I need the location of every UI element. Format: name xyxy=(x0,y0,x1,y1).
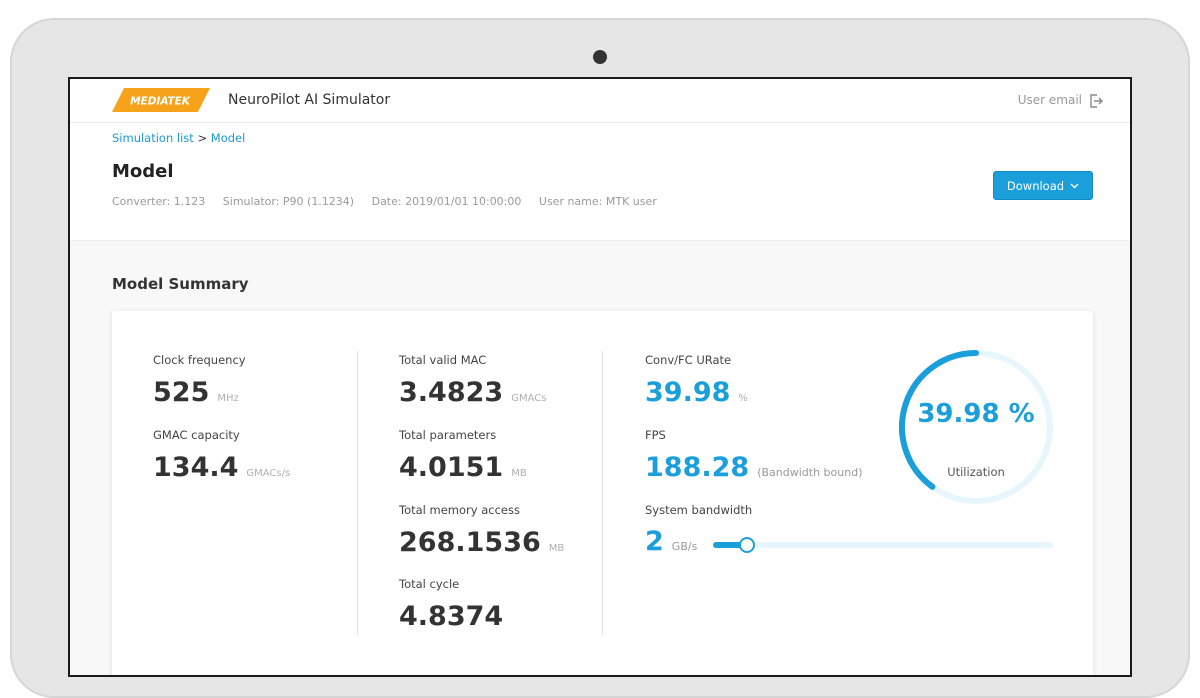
clock-frequency-unit: MHz xyxy=(217,393,239,404)
total-memory-access-number: 268.1536 xyxy=(399,527,541,558)
total-parameters-value: 4.0151 MB xyxy=(399,452,527,483)
utilization-gauge xyxy=(899,350,1053,504)
utilization-value: 39.98 % xyxy=(917,399,1035,429)
camera-icon xyxy=(593,50,607,64)
model-summary-card: Clock frequency 525 MHz GMAC capacity 134… xyxy=(112,311,1093,675)
system-bandwidth-number: 2 xyxy=(645,526,664,557)
fps-label: FPS xyxy=(645,428,666,442)
total-parameters-label: Total parameters xyxy=(399,428,497,442)
app-title: NeuroPilot AI Simulator xyxy=(228,92,391,108)
total-memory-access-unit: MB xyxy=(548,543,565,554)
conv-fc-urate-unit: % xyxy=(738,393,748,404)
system-bandwidth-unit: GB/s xyxy=(671,540,698,553)
total-parameters-number: 4.0151 xyxy=(399,452,504,483)
column-divider xyxy=(602,351,603,635)
breadcrumb-separator: > xyxy=(197,131,208,145)
section-title-model-summary: Model Summary xyxy=(112,275,249,293)
gmac-capacity-number: 134.4 xyxy=(153,452,239,483)
svg-text:MEDIATEK: MEDIATEK xyxy=(130,96,191,108)
total-valid-mac-value: 3.4823 GMACs xyxy=(399,377,546,408)
gauge-progress-arc xyxy=(899,350,979,490)
meta-user-name: User name: MTK user xyxy=(538,195,657,208)
conv-fc-urate-label: Conv/FC URate xyxy=(645,353,732,367)
meta-converter: Converter: 1.123 xyxy=(112,195,206,208)
logout-icon[interactable] xyxy=(1088,93,1104,109)
user-email-link[interactable]: User email xyxy=(1017,93,1082,107)
total-valid-mac-number: 3.4823 xyxy=(399,377,504,408)
page-title: Model xyxy=(112,161,174,182)
breadcrumb: Simulation list > Model xyxy=(112,131,245,145)
meta-date: Date: 2019/01/01 10:00:00 xyxy=(371,195,522,208)
clock-frequency-number: 525 xyxy=(153,377,210,408)
total-memory-access-value: 268.1536 MB xyxy=(399,527,564,558)
model-meta: Converter: 1.123 Simulator: P90 (1.1234)… xyxy=(112,195,671,208)
system-bandwidth-label: System bandwidth xyxy=(645,503,753,517)
conv-fc-urate-value: 39.98% xyxy=(645,377,748,408)
page-header: Simulation list > Model Model Converter:… xyxy=(70,123,1130,241)
download-label: Download xyxy=(1006,178,1065,193)
bandwidth-slider-track[interactable] xyxy=(713,542,1053,548)
total-valid-mac-unit: GMACs xyxy=(511,393,547,404)
fps-number: 188.28 xyxy=(645,452,750,483)
total-cycle-label: Total cycle xyxy=(399,577,460,591)
conv-fc-urate-number: 39.98 xyxy=(645,377,731,408)
gmac-capacity-unit: GMACs/s xyxy=(246,468,291,479)
mediatek-logo[interactable]: MEDIATEK xyxy=(112,88,210,112)
total-memory-access-label: Total memory access xyxy=(399,503,520,517)
total-parameters-unit: MB xyxy=(511,468,527,479)
bandwidth-slider-fill xyxy=(713,542,747,548)
clock-frequency-label: Clock frequency xyxy=(153,353,246,367)
breadcrumb-simulation-list[interactable]: Simulation list xyxy=(112,131,194,145)
breadcrumb-model[interactable]: Model xyxy=(210,131,246,145)
column-divider xyxy=(357,351,358,635)
total-valid-mac-label: Total valid MAC xyxy=(399,353,487,367)
utilization-label: Utilization xyxy=(947,465,1005,479)
gmac-capacity-value: 134.4 GMACs/s xyxy=(153,452,290,483)
fps-value: 188.28 (Bandwidth bound) xyxy=(645,452,862,483)
clock-frequency-value: 525 MHz xyxy=(153,377,239,408)
fps-note: (Bandwidth bound) xyxy=(757,466,863,479)
bandwidth-slider-handle[interactable] xyxy=(739,537,756,553)
total-cycle-value: 4.8374 xyxy=(399,601,504,632)
gmac-capacity-label: GMAC capacity xyxy=(153,428,240,442)
app-screen: MEDIATEK NeuroPilot AI Simulator User em… xyxy=(68,77,1132,677)
chevron-down-icon xyxy=(1070,183,1079,188)
download-button[interactable]: Download xyxy=(993,171,1093,200)
top-navbar: MEDIATEK NeuroPilot AI Simulator User em… xyxy=(70,79,1130,123)
meta-simulator: Simulator: P90 (1.1234) xyxy=(222,195,355,208)
system-bandwidth-value: 2 GB/s xyxy=(645,526,697,557)
